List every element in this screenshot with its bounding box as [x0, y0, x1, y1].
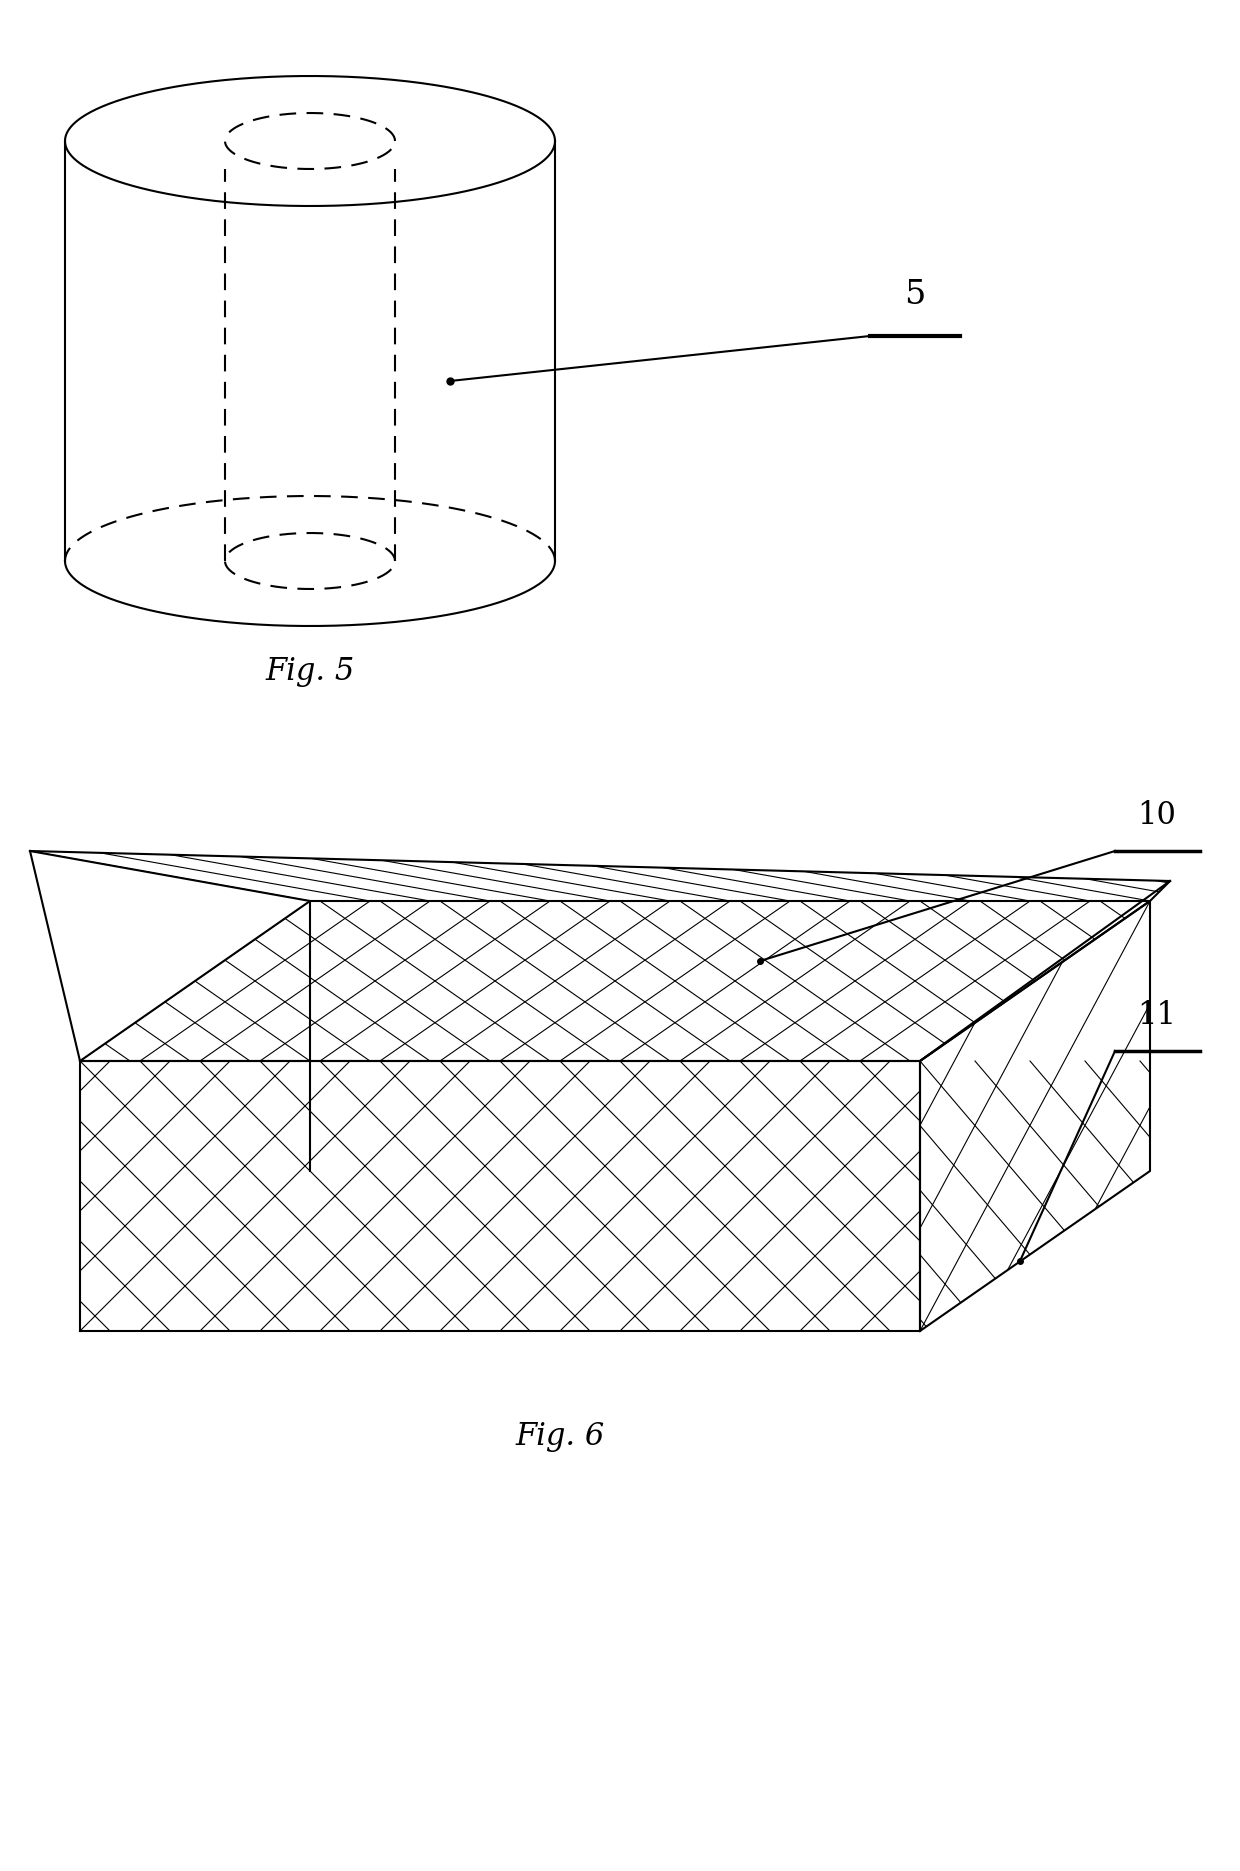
- Text: 5: 5: [904, 279, 926, 311]
- Text: Fig. 6: Fig. 6: [516, 1420, 605, 1452]
- Text: Fig. 5: Fig. 5: [265, 657, 355, 687]
- Text: 10: 10: [1137, 801, 1177, 831]
- Text: 11: 11: [1137, 999, 1177, 1031]
